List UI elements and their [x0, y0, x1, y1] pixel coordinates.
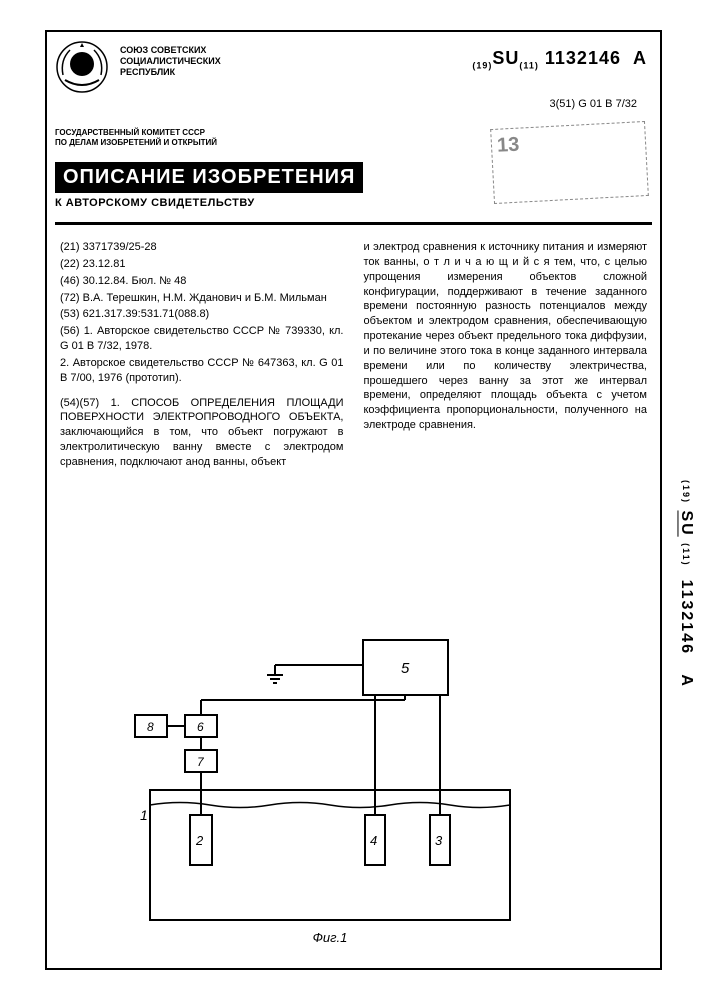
code-11: (11): [519, 61, 539, 71]
figure-1: 1 2 4 3 5: [120, 620, 540, 940]
code-number: 1132146: [545, 48, 621, 68]
abstract-heading: (54)(57) 1. СПОСОБ ОПРЕДЕЛЕНИЯ ПЛОЩАДИ П…: [60, 396, 344, 470]
abstract-continuation: и электрод сравнения к источнику питания…: [364, 240, 648, 433]
field-53: (53) 621.317.39:531.71(088.8): [60, 307, 344, 322]
side-document-code: (19) SU (11) 1132146 A: [677, 480, 695, 688]
patent-page: СОЮЗ СОВЕТСКИХ СОЦИАЛИСТИЧЕСКИХ РЕСПУБЛИ…: [0, 0, 707, 1000]
label-6: 6: [197, 720, 204, 734]
library-stamp: 13: [490, 121, 649, 204]
title-main: ОПИСАНИЕ ИЗОБРЕТЕНИЯ: [55, 162, 363, 193]
code-suffix: A: [633, 48, 647, 68]
label-1: 1: [140, 807, 148, 823]
column-right: и электрод сравнения к источнику питания…: [364, 240, 648, 472]
field-22: (22) 23.12.81: [60, 257, 344, 272]
content-columns: (21) 3371739/25-28 (22) 23.12.81 (46) 30…: [60, 240, 647, 472]
committee-text: ГОСУДАРСТВЕННЫЙ КОМИТЕТ СССР ПО ДЕЛАМ ИЗ…: [55, 128, 217, 147]
field-56-1: (56) 1. Авторское свидетельство СССР № 7…: [60, 324, 344, 354]
document-code: (19)SU(11) 1132146 A: [472, 48, 647, 71]
divider-line: [55, 222, 652, 225]
label-8: 8: [147, 720, 154, 734]
field-21: (21) 3371739/25-28: [60, 240, 344, 255]
label-5: 5: [401, 660, 410, 677]
ipc-prefix: 3(51): [550, 98, 576, 110]
side-number: 1132146: [678, 580, 695, 655]
side-11: (11): [681, 543, 691, 567]
label-4: 4: [370, 833, 377, 848]
side-19: (19): [681, 480, 691, 504]
field-72: (72) В.А. Терешкин, Н.М. Жданович и Б.М.…: [60, 291, 344, 306]
column-left: (21) 3371739/25-28 (22) 23.12.81 (46) 30…: [60, 240, 344, 472]
title-sub: К АВТОРСКОМУ СВИДЕТЕЛЬСТВУ: [55, 197, 477, 209]
ipc-classification: 3(51) G 01 B 7/32: [550, 98, 637, 110]
field-56-2: 2. Авторское свидетельство СССР № 647363…: [60, 356, 344, 386]
schematic-diagram-icon: 1 2 4 3 5: [120, 620, 540, 940]
label-3: 3: [435, 833, 443, 848]
code-country: SU: [492, 48, 519, 68]
figure-label: Фиг.1: [313, 930, 348, 945]
title-bar: ОПИСАНИЕ ИЗОБРЕТЕНИЯ К АВТОРСКОМУ СВИДЕТ…: [55, 162, 477, 209]
union-text: СОЮЗ СОВЕТСКИХ СОЦИАЛИСТИЧЕСКИХ РЕСПУБЛИ…: [120, 45, 221, 77]
code-19: (19): [472, 61, 492, 71]
ipc-value: G 01 B 7/32: [578, 98, 637, 110]
side-country: SU: [678, 510, 695, 536]
ussr-emblem-icon: [55, 40, 110, 95]
stamp-number: 13: [496, 134, 519, 157]
field-46: (46) 30.12.84. Бюл. № 48: [60, 274, 344, 289]
label-2: 2: [195, 833, 204, 848]
side-suffix: A: [678, 674, 695, 688]
